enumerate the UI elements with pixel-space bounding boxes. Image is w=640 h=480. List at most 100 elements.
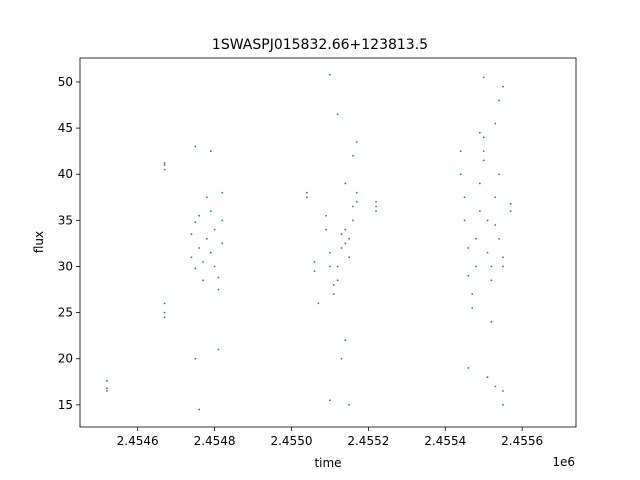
data-point <box>475 265 477 268</box>
data-point <box>478 210 481 213</box>
data-point <box>344 182 347 185</box>
data-point <box>459 173 462 176</box>
data-point <box>502 390 504 392</box>
data-point <box>494 385 497 388</box>
data-point <box>163 311 166 314</box>
data-point <box>198 408 201 411</box>
data-point <box>475 237 477 240</box>
data-point <box>106 390 108 392</box>
data-point <box>340 357 343 360</box>
data-point <box>163 168 166 171</box>
data-point <box>494 224 497 226</box>
x-tick-label: 2.4546 <box>117 434 159 448</box>
data-point <box>348 256 351 259</box>
data-point <box>344 339 347 342</box>
data-point <box>467 274 470 277</box>
data-point <box>190 233 193 236</box>
data-point <box>221 191 224 194</box>
data-point <box>329 251 331 254</box>
data-point <box>325 228 327 231</box>
y-axis-label: flux <box>32 231 46 253</box>
data-point <box>205 196 208 199</box>
data-point <box>467 247 470 249</box>
data-point <box>494 196 497 199</box>
data-point <box>486 219 489 222</box>
data-point <box>317 302 320 305</box>
x-axis-offset-label: 1e6 <box>552 455 575 469</box>
data-point <box>494 122 497 125</box>
data-point <box>340 247 343 249</box>
data-point <box>498 237 500 240</box>
data-point <box>340 233 343 236</box>
data-point <box>482 150 485 153</box>
data-point <box>332 284 335 286</box>
data-point <box>332 293 335 296</box>
data-point <box>213 228 216 231</box>
data-point <box>348 237 351 240</box>
data-point <box>502 256 504 259</box>
data-point <box>221 219 224 222</box>
y-tick-label: 30 <box>58 259 73 273</box>
data-point <box>498 99 500 102</box>
data-point <box>478 131 481 134</box>
data-point <box>329 399 331 402</box>
data-point <box>202 260 204 263</box>
data-point <box>163 302 166 305</box>
data-point <box>486 251 489 254</box>
data-point <box>463 196 466 199</box>
y-tick-label: 25 <box>58 306 73 320</box>
data-point <box>106 387 108 390</box>
data-point <box>329 265 331 268</box>
data-point <box>352 205 354 208</box>
x-tick-label: 2.4548 <box>194 434 236 448</box>
data-point <box>163 316 166 319</box>
data-point <box>502 403 504 406</box>
data-point <box>202 279 204 282</box>
x-tick-label: 2.4554 <box>424 434 466 448</box>
data-point <box>163 164 166 166</box>
data-point <box>502 85 504 88</box>
data-point <box>490 320 493 323</box>
data-point <box>194 145 197 148</box>
data-point <box>163 162 166 165</box>
y-tick-label: 50 <box>58 75 73 89</box>
data-point <box>355 201 358 203</box>
data-point <box>217 348 220 351</box>
data-point <box>482 136 485 139</box>
data-point <box>336 279 339 282</box>
data-point <box>313 270 316 272</box>
data-point <box>305 196 308 199</box>
x-tick-label: 2.4550 <box>270 434 312 448</box>
data-point <box>217 288 220 291</box>
data-point <box>375 205 377 208</box>
data-point <box>329 73 331 76</box>
x-tick-label: 2.4552 <box>347 434 389 448</box>
data-point <box>502 265 504 268</box>
data-points <box>106 73 512 411</box>
data-point <box>463 219 466 222</box>
data-point <box>221 242 224 245</box>
data-point <box>313 260 316 263</box>
data-point <box>498 173 500 176</box>
data-point <box>336 113 339 116</box>
x-tick-label: 2.4556 <box>501 434 543 448</box>
data-point <box>344 228 347 231</box>
data-point <box>509 202 512 205</box>
data-point <box>344 242 347 245</box>
data-point <box>305 191 308 194</box>
data-point <box>194 267 197 270</box>
data-point <box>217 276 220 279</box>
y-tick-label: 40 <box>58 167 73 181</box>
data-point <box>482 76 485 79</box>
data-point <box>106 379 108 382</box>
data-point <box>486 376 489 379</box>
data-point <box>194 221 197 224</box>
data-point <box>355 191 358 194</box>
y-axis: 15 20 25 30 35 40 45 50 <box>58 75 80 412</box>
plot-frame <box>79 57 577 428</box>
data-point <box>352 154 354 157</box>
x-axis: 2.4546 2.4548 2.4550 2.4552 2.4554 2.4556 <box>117 427 543 448</box>
data-point <box>471 293 474 296</box>
data-point <box>205 237 208 240</box>
y-tick-label: 35 <box>58 213 73 227</box>
